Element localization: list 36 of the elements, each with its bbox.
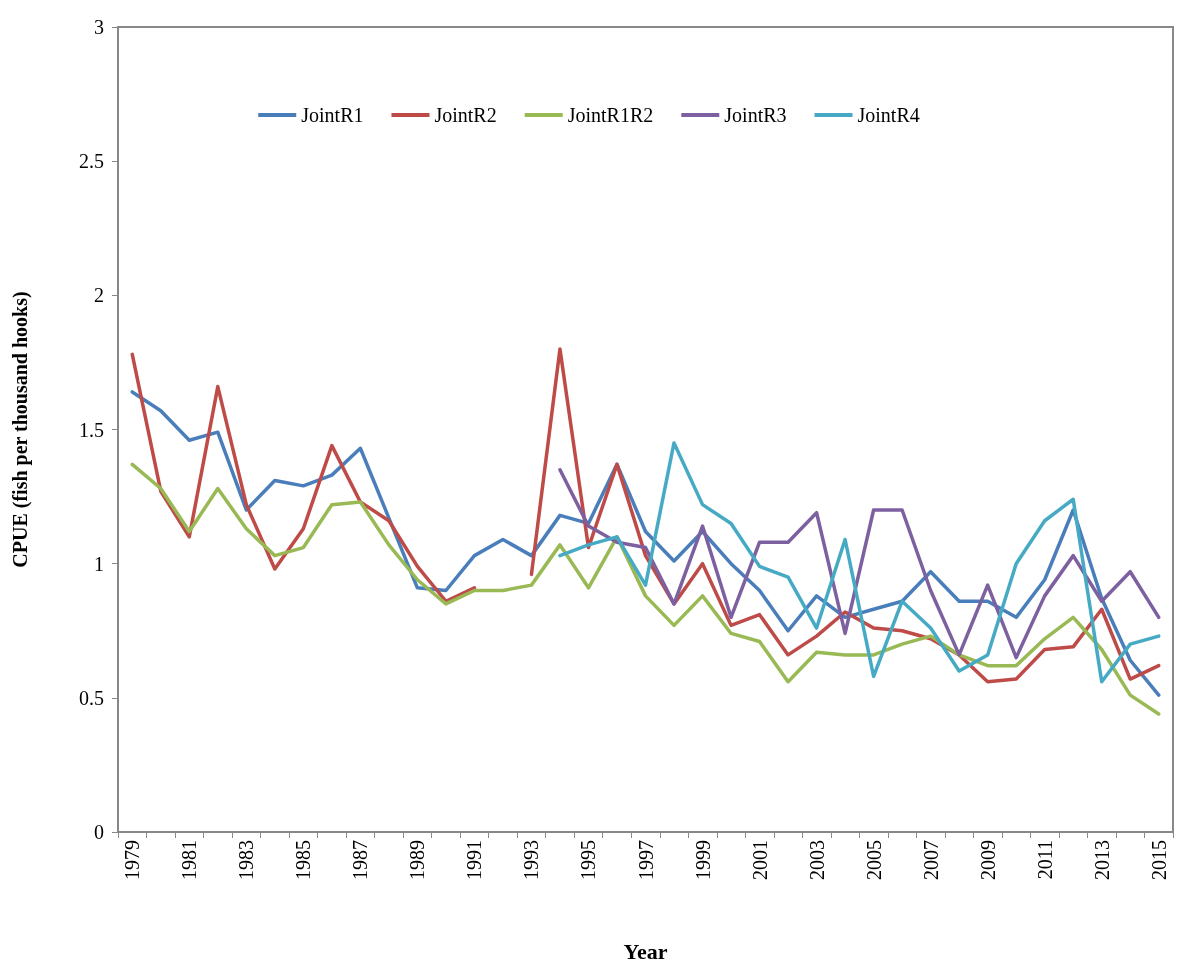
x-axis-title: Year — [623, 938, 668, 964]
x-tick-label: 1979 — [121, 840, 144, 880]
legend-label: JointR1R2 — [567, 104, 654, 126]
line-series — [558, 468, 1161, 660]
x-tick-label: 2005 — [862, 840, 885, 880]
y-tick-label: 3 — [94, 16, 104, 38]
x-tick-label: 1993 — [520, 840, 543, 880]
legend-label: JointR3 — [724, 104, 787, 126]
x-tick-label: 1985 — [292, 840, 315, 880]
x-tick-label: 1997 — [634, 840, 657, 880]
y-tick-label: 2 — [94, 284, 104, 307]
x-tick-label: 1981 — [178, 840, 201, 880]
x-tick-label: 1991 — [463, 840, 486, 880]
legend-label: JointR4 — [857, 104, 920, 126]
y-axis-title: CPUE (fish per thousand hooks) — [9, 291, 32, 568]
x-tick-label: 2001 — [748, 840, 771, 880]
line-series — [130, 462, 1161, 716]
x-tick-label: 1989 — [406, 840, 429, 880]
line-series — [558, 441, 1161, 684]
x-tick-label: 2013 — [1090, 840, 1113, 880]
legend-label: JointR1 — [301, 104, 364, 126]
y-tick-label: 0.5 — [79, 686, 104, 709]
x-tick-label: 2003 — [805, 840, 828, 880]
x-tick-label: 1987 — [349, 840, 372, 880]
y-tick-label: 1 — [94, 552, 104, 575]
x-tick-label: 1995 — [577, 840, 600, 880]
x-tick-label: 2015 — [1147, 840, 1170, 880]
y-tick-label: 0 — [94, 821, 104, 843]
x-tick-label: 2007 — [919, 840, 942, 880]
y-tick-label: 2.5 — [79, 150, 104, 173]
y-tick-label: 1.5 — [79, 418, 104, 441]
x-tick-label: 2009 — [976, 840, 999, 880]
x-tick-label: 2011 — [1033, 840, 1056, 880]
legend-label: JointR2 — [434, 104, 497, 126]
x-tick-label: 1999 — [691, 840, 714, 880]
x-tick-label: 1983 — [235, 840, 258, 880]
